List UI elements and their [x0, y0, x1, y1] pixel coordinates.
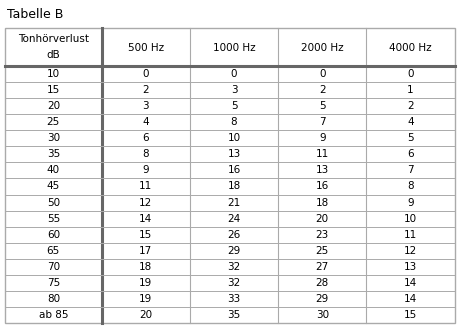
Text: 29: 29 — [227, 246, 240, 256]
Text: 30: 30 — [315, 310, 328, 320]
Text: Tabelle B: Tabelle B — [7, 8, 63, 21]
Text: 35: 35 — [47, 149, 60, 159]
Text: 14: 14 — [403, 294, 416, 304]
Text: 70: 70 — [47, 262, 60, 272]
Text: 19: 19 — [139, 278, 152, 288]
Text: 12: 12 — [403, 246, 416, 256]
Text: 4: 4 — [406, 117, 413, 127]
Text: 21: 21 — [227, 197, 240, 208]
Text: 20: 20 — [315, 214, 328, 224]
Text: 80: 80 — [47, 294, 60, 304]
Text: 2: 2 — [406, 101, 413, 111]
Text: 8: 8 — [230, 117, 237, 127]
Text: 15: 15 — [47, 85, 60, 95]
Text: 19: 19 — [139, 294, 152, 304]
Text: 20: 20 — [139, 310, 152, 320]
Text: 29: 29 — [315, 294, 328, 304]
Text: 40: 40 — [47, 165, 60, 175]
Text: 2: 2 — [142, 85, 149, 95]
Text: 11: 11 — [139, 181, 152, 192]
Text: 5: 5 — [406, 133, 413, 143]
Text: 55: 55 — [47, 214, 60, 224]
Text: 8: 8 — [406, 181, 413, 192]
Text: 33: 33 — [227, 294, 240, 304]
Text: 9: 9 — [142, 165, 149, 175]
Text: 8: 8 — [142, 149, 149, 159]
Text: 23: 23 — [315, 230, 328, 240]
Text: 4000 Hz: 4000 Hz — [388, 43, 431, 53]
Text: 75: 75 — [47, 278, 60, 288]
Text: 10: 10 — [47, 69, 60, 79]
Text: Tonhörverlust: Tonhörverlust — [18, 34, 89, 44]
Text: 16: 16 — [227, 165, 240, 175]
Text: 5: 5 — [318, 101, 325, 111]
Text: 24: 24 — [227, 214, 240, 224]
Text: 1: 1 — [406, 85, 413, 95]
Text: 25: 25 — [315, 246, 328, 256]
Text: 50: 50 — [47, 197, 60, 208]
Text: 3: 3 — [230, 85, 237, 95]
Text: 27: 27 — [315, 262, 328, 272]
Text: 14: 14 — [139, 214, 152, 224]
Text: 3: 3 — [142, 101, 149, 111]
Text: 7: 7 — [318, 117, 325, 127]
Text: 9: 9 — [318, 133, 325, 143]
Text: 13: 13 — [315, 165, 328, 175]
Text: 10: 10 — [403, 214, 416, 224]
Text: 45: 45 — [47, 181, 60, 192]
Text: 2: 2 — [318, 85, 325, 95]
Text: 9: 9 — [406, 197, 413, 208]
Text: 10: 10 — [227, 133, 240, 143]
Text: 6: 6 — [142, 133, 149, 143]
Text: 5: 5 — [230, 101, 237, 111]
Text: 15: 15 — [139, 230, 152, 240]
Bar — [5, 28, 454, 323]
Text: 500 Hz: 500 Hz — [128, 43, 163, 53]
Text: 15: 15 — [403, 310, 416, 320]
Text: 0: 0 — [230, 69, 237, 79]
Text: 6: 6 — [406, 149, 413, 159]
Text: 7: 7 — [406, 165, 413, 175]
Text: 11: 11 — [315, 149, 328, 159]
Text: 2000 Hz: 2000 Hz — [300, 43, 343, 53]
Text: 18: 18 — [227, 181, 240, 192]
Text: 18: 18 — [315, 197, 328, 208]
Text: 65: 65 — [47, 246, 60, 256]
Text: 25: 25 — [47, 117, 60, 127]
Text: 0: 0 — [406, 69, 413, 79]
Text: 26: 26 — [227, 230, 240, 240]
Text: 11: 11 — [403, 230, 416, 240]
Text: 1000 Hz: 1000 Hz — [212, 43, 255, 53]
Text: 32: 32 — [227, 278, 240, 288]
Text: 32: 32 — [227, 262, 240, 272]
Text: 13: 13 — [403, 262, 416, 272]
Text: 0: 0 — [142, 69, 149, 79]
Text: 16: 16 — [315, 181, 328, 192]
Text: 12: 12 — [139, 197, 152, 208]
Text: 0: 0 — [318, 69, 325, 79]
Text: 13: 13 — [227, 149, 240, 159]
Text: 4: 4 — [142, 117, 149, 127]
Text: ab 85: ab 85 — [39, 310, 68, 320]
Text: 18: 18 — [139, 262, 152, 272]
Text: 20: 20 — [47, 101, 60, 111]
Text: 30: 30 — [47, 133, 60, 143]
Text: 35: 35 — [227, 310, 240, 320]
Text: 28: 28 — [315, 278, 328, 288]
Text: 60: 60 — [47, 230, 60, 240]
Text: 14: 14 — [403, 278, 416, 288]
Text: dB: dB — [46, 51, 60, 60]
Text: 17: 17 — [139, 246, 152, 256]
